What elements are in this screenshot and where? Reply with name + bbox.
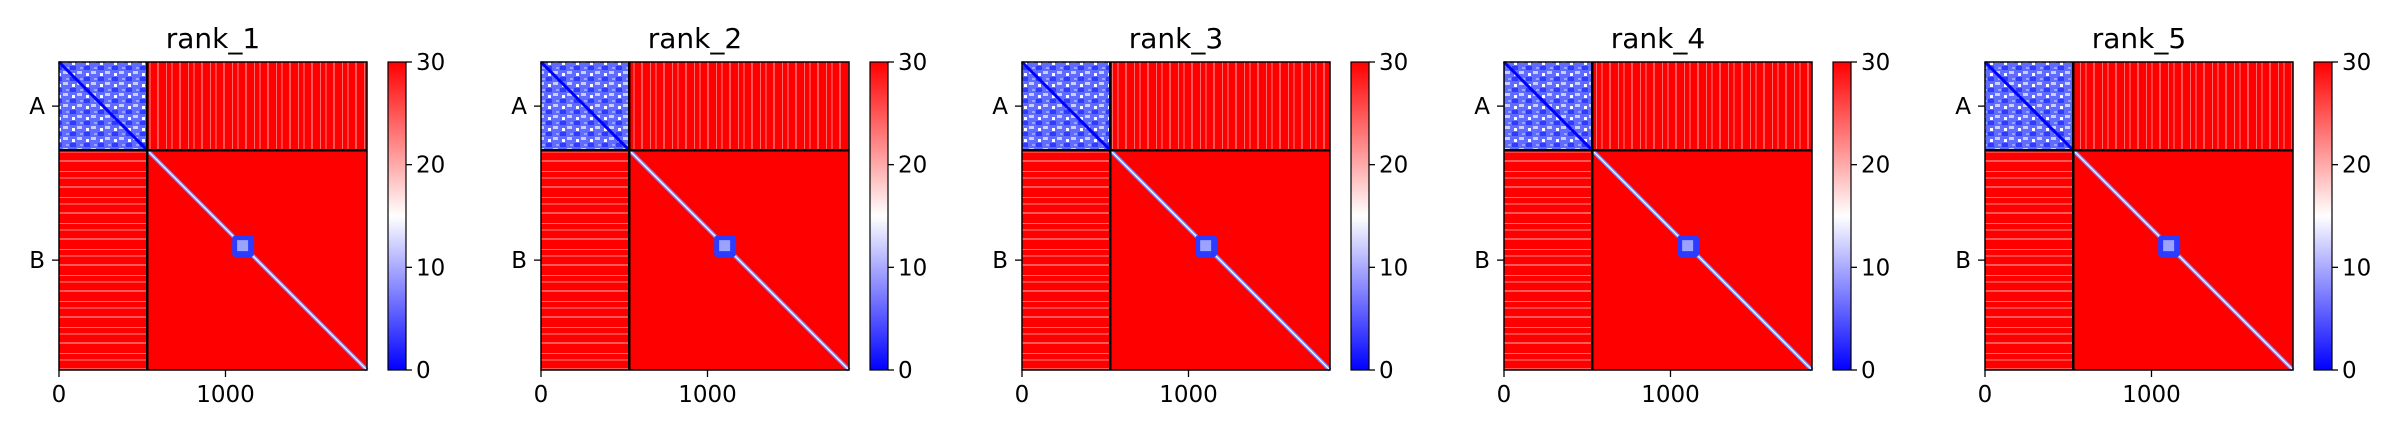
diagonal-core — [1591, 149, 1813, 371]
chain-a-diagonal — [57, 60, 149, 152]
colorbar-tick-label: 10 — [898, 255, 927, 281]
inter-chain-block-top — [2073, 62, 2293, 151]
heatmap-panel-5: rank_5 0 1000 A B 0 10 20 30 — [1955, 22, 2371, 408]
colorbar-tick-label: 20 — [1379, 153, 1408, 179]
diagonal-core — [2072, 149, 2294, 371]
y-tick-label: A — [29, 94, 45, 120]
y-tick-label: A — [1474, 94, 1490, 120]
x-tick-label: 0 — [52, 382, 67, 408]
colorbar-tick-label: 0 — [416, 358, 431, 384]
y-tick-label: B — [1474, 248, 1490, 274]
colorbar-tick-label: 0 — [1861, 358, 1876, 384]
axes-frame — [1021, 61, 1331, 371]
x-tick-label: 1000 — [2122, 382, 2181, 408]
inter-chain-block-top — [1592, 62, 1812, 151]
x-tick-label: 0 — [1015, 382, 1030, 408]
colorbar-tick-label: 10 — [1861, 255, 1890, 281]
colorbar-tick-label: 20 — [1861, 153, 1890, 179]
domain-cluster-core — [1682, 240, 1694, 252]
axes-frame — [1984, 61, 2294, 371]
colorbar-tick-label: 30 — [416, 50, 445, 76]
colorbar — [1832, 61, 1852, 371]
colorbar-tick-label: 20 — [2342, 153, 2371, 179]
colorbar-tick-label: 10 — [416, 255, 445, 281]
colorbar-tick-label: 0 — [2342, 358, 2357, 384]
y-tick-label: A — [511, 94, 527, 120]
x-tick-label: 1000 — [196, 382, 255, 408]
domain-cluster-core — [2163, 240, 2175, 252]
colorbar-tick-label: 10 — [2342, 255, 2371, 281]
panel-title: rank_3 — [1129, 22, 1223, 55]
inter-chain-block-left — [1504, 150, 1593, 370]
panel-title: rank_2 — [648, 22, 742, 55]
inter-chain-block-top — [1110, 62, 1330, 151]
diagonal-core — [1109, 149, 1331, 371]
colorbar-tick-label: 0 — [898, 358, 913, 384]
chain-a-diagonal — [1020, 60, 1112, 152]
inter-chain-block-left — [1022, 150, 1111, 370]
colorbar-tick-label: 10 — [1379, 255, 1408, 281]
colorbar — [387, 61, 407, 371]
x-tick-label: 1000 — [678, 382, 737, 408]
y-tick-label: B — [511, 248, 527, 274]
heatmap-panel-4: rank_4 0 1000 A B 0 10 20 30 — [1474, 22, 1890, 408]
chain-a-diagonal — [1983, 60, 2075, 152]
panel-title: rank_4 — [1611, 22, 1705, 55]
colorbar-tick-label: 30 — [1379, 50, 1408, 76]
y-tick-label: A — [1955, 94, 1971, 120]
x-tick-label: 1000 — [1159, 382, 1218, 408]
domain-cluster-core — [1200, 240, 1212, 252]
y-tick-label: B — [992, 248, 1008, 274]
colorbar-tick-label: 20 — [416, 153, 445, 179]
colorbar-tick-label: 30 — [898, 50, 927, 76]
colorbar-tick-label: 20 — [898, 153, 927, 179]
domain-cluster-core — [719, 240, 731, 252]
heatmap-panel-3: rank_3 0 1000 A B 0 10 20 30 — [992, 22, 1408, 408]
chain-a-diagonal — [1502, 60, 1594, 152]
axes-frame — [58, 61, 368, 371]
axes-frame — [1503, 61, 1813, 371]
x-tick-label: 1000 — [1641, 382, 1700, 408]
panel-title: rank_5 — [2092, 22, 2186, 55]
panel-title: rank_1 — [166, 22, 260, 55]
x-tick-label: 0 — [534, 382, 549, 408]
inter-chain-block-left — [1985, 150, 2074, 370]
inter-chain-block-left — [541, 150, 630, 370]
diagonal-core — [628, 149, 850, 371]
x-tick-label: 0 — [1978, 382, 1993, 408]
colorbar — [2313, 61, 2333, 371]
colorbar-tick-label: 0 — [1379, 358, 1394, 384]
colorbar-tick-label: 30 — [2342, 50, 2371, 76]
axes-frame — [540, 61, 850, 371]
inter-chain-block-top — [147, 62, 367, 151]
y-tick-label: B — [29, 248, 45, 274]
inter-chain-block-top — [629, 62, 849, 151]
colorbar-tick-label: 30 — [1861, 50, 1890, 76]
heatmap-panel-1: rank_1 0 1000 A B 0 10 20 30 — [29, 22, 445, 408]
y-tick-label: A — [992, 94, 1008, 120]
heatmap-panel-2: rank_2 0 1000 A B 0 10 20 30 — [511, 22, 927, 408]
colorbar — [1350, 61, 1370, 371]
y-tick-label: B — [1955, 248, 1971, 274]
x-tick-label: 0 — [1497, 382, 1512, 408]
diagonal-core — [146, 149, 368, 371]
chain-a-diagonal — [539, 60, 631, 152]
colorbar — [869, 61, 889, 371]
inter-chain-block-left — [59, 150, 148, 370]
domain-cluster-core — [237, 240, 249, 252]
